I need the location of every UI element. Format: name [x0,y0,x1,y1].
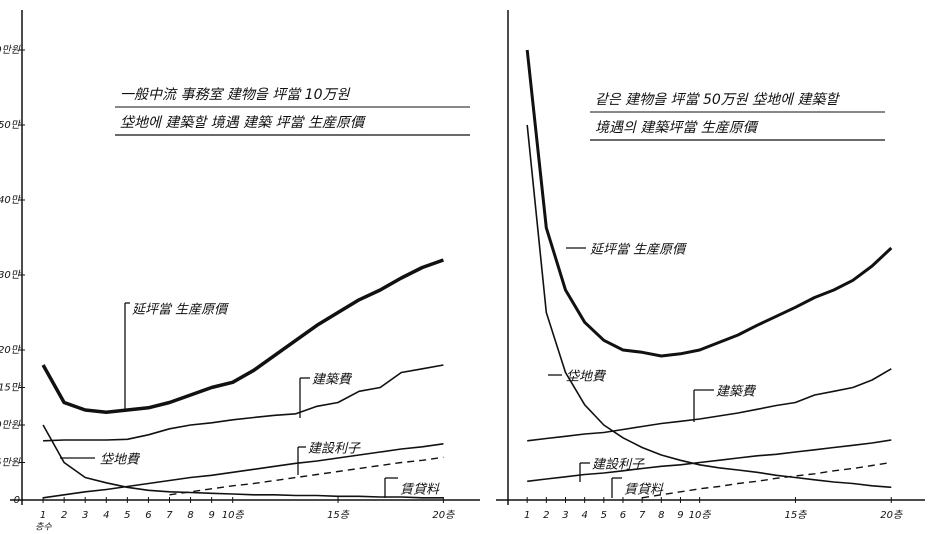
x-axis-label: 층수 [35,522,52,533]
y-tick-label: 20만 [0,344,22,356]
series-label: 建設利子 [592,458,645,473]
x-tick-label: 20층 [880,509,903,521]
x-tick-label: 10층 [222,509,245,521]
x-tick-label: 1 [40,510,46,521]
series-label: 建設利子 [308,442,361,457]
x-tick-label: 3 [82,510,88,521]
chart: 一般中流 事務室 建物을 坪當 10万원 垈地에 建築할 境遇 建築 坪當 生産原… [0,0,930,534]
x-tick-label: 15층 [784,509,807,521]
x-tick-label: 10층 [689,509,712,521]
x-tick-label: 4 [581,510,587,521]
x-tick-label: 5 [124,510,130,521]
x-tick-label: 9 [677,510,683,521]
series-label: 賃貸料 [400,483,440,498]
y-tick-label: 10만원 [0,419,21,431]
series-label: 延坪當 生産原價 [590,243,687,258]
series-label: 建築費 [716,385,757,400]
y-tick-label: 15만 [0,382,22,394]
chart-title: 一般中流 事務室 建物을 坪當 10万원 [120,87,350,103]
series-label: 垈地費 [566,370,607,385]
y-tick-label: 30만 [0,269,22,281]
series-line [527,125,891,487]
y-tick-label: 5만원 [0,457,21,469]
x-tick-label: 5 [601,510,607,521]
series-label: 延坪當 生産原價 [132,303,229,318]
x-tick-label: 15층 [327,509,350,521]
chart-title: 같은 建物을 坪當 50万원 垈地에 建築할 [595,92,840,108]
x-tick-label: 7 [166,510,173,521]
x-tick-label: 2 [543,510,549,521]
x-tick-label: 2 [61,510,67,521]
chart-title: 境遇의 建築坪當 生産原價 [595,120,760,136]
series-label: 垈地費 [100,453,141,468]
x-tick-label: 9 [208,510,214,521]
series-label: 建築費 [312,373,353,388]
chart-title: 垈地에 建築할 境遇 建築 坪當 生産原價 [120,115,367,131]
y-tick-label: 60만원 [0,44,21,56]
x-tick-label: 3 [562,510,568,521]
x-tick-label: 6 [145,510,151,521]
series-label: 賃貸料 [624,483,664,498]
x-tick-label: 4 [103,510,109,521]
x-tick-label: 8 [187,510,193,521]
x-tick-label: 8 [658,510,664,521]
series-line [43,260,443,412]
series-line [642,463,891,498]
x-tick-label: 6 [620,510,626,521]
y-tick-label: 50만 [0,119,22,131]
x-tick-label: 1 [524,510,530,521]
series-line [527,440,891,481]
y-tick-label: 40만 [0,194,22,206]
x-tick-label: 7 [639,510,646,521]
x-tick-label: 20층 [432,509,455,521]
